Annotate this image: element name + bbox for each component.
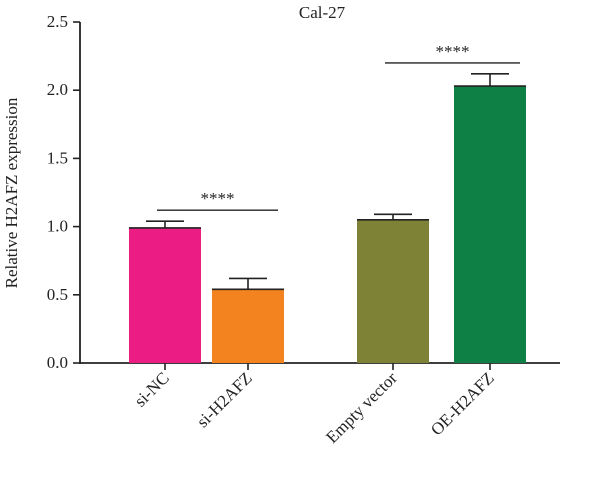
significance-markers: **** ****: [157, 42, 520, 211]
error-bars: [129, 73, 526, 291]
bar: [454, 86, 526, 363]
y-tick-label: 1.0: [47, 217, 68, 236]
bars: [129, 86, 526, 363]
bar: [212, 289, 284, 363]
chart-title: Cal-27: [299, 3, 346, 22]
x-tick-labels: si-NC si-H2AFZ Empty vector OE-H2AFZ: [131, 368, 498, 447]
significance-label: ****: [201, 189, 235, 208]
y-tick-labels: 0.0 0.5 1.0 1.5 2.0 2.5: [47, 12, 68, 372]
bar: [357, 219, 429, 363]
y-tick-label: 0.0: [47, 353, 68, 372]
x-tick-label: si-NC: [131, 368, 173, 410]
y-tick-label: 2.5: [47, 12, 68, 31]
x-tick-label: Empty vector: [322, 368, 401, 447]
y-tick-label: 2.0: [47, 80, 68, 99]
y-axis-label: Relative H2AFZ expression: [2, 97, 21, 288]
y-tick-label: 1.5: [47, 148, 68, 167]
bar: [129, 227, 201, 363]
x-tick-label: si-H2AFZ: [193, 368, 256, 431]
x-tick-label: OE-H2AFZ: [427, 368, 498, 439]
y-tick-label: 0.5: [47, 285, 68, 304]
significance-label: ****: [436, 42, 470, 61]
